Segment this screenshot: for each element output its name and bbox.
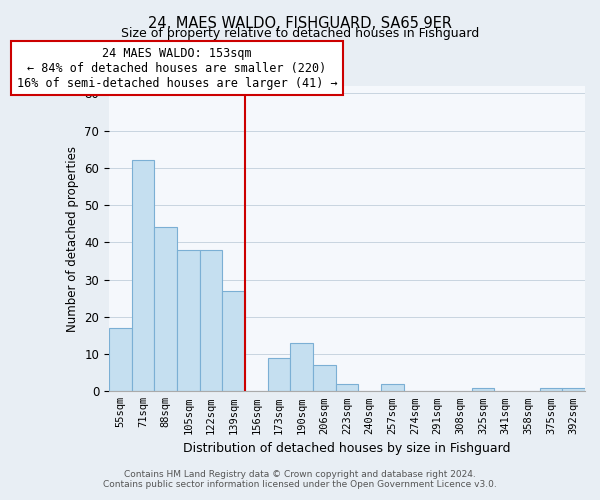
Bar (539, 388, 562, 392)
X-axis label: Distribution of detached houses by size in Fishguard: Distribution of detached houses by size … (183, 442, 511, 455)
Bar (154, 228, 177, 392)
Y-axis label: Number of detached properties: Number of detached properties (66, 146, 79, 332)
Bar (200, 250, 222, 392)
Text: Contains HM Land Registry data © Crown copyright and database right 2024.
Contai: Contains HM Land Registry data © Crown c… (103, 470, 497, 489)
Bar (313, 365, 335, 392)
Bar (131, 160, 154, 392)
Bar (268, 358, 290, 392)
Bar (472, 388, 494, 392)
Bar (222, 290, 245, 392)
Bar (177, 250, 200, 392)
Bar (562, 388, 585, 392)
Text: 24 MAES WALDO: 153sqm
← 84% of detached houses are smaller (220)
16% of semi-det: 24 MAES WALDO: 153sqm ← 84% of detached … (17, 46, 337, 90)
Text: Size of property relative to detached houses in Fishguard: Size of property relative to detached ho… (121, 28, 479, 40)
Bar (290, 343, 313, 392)
Bar (109, 328, 131, 392)
Bar (381, 384, 404, 392)
Text: 24, MAES WALDO, FISHGUARD, SA65 9ER: 24, MAES WALDO, FISHGUARD, SA65 9ER (148, 16, 452, 31)
Bar (335, 384, 358, 392)
